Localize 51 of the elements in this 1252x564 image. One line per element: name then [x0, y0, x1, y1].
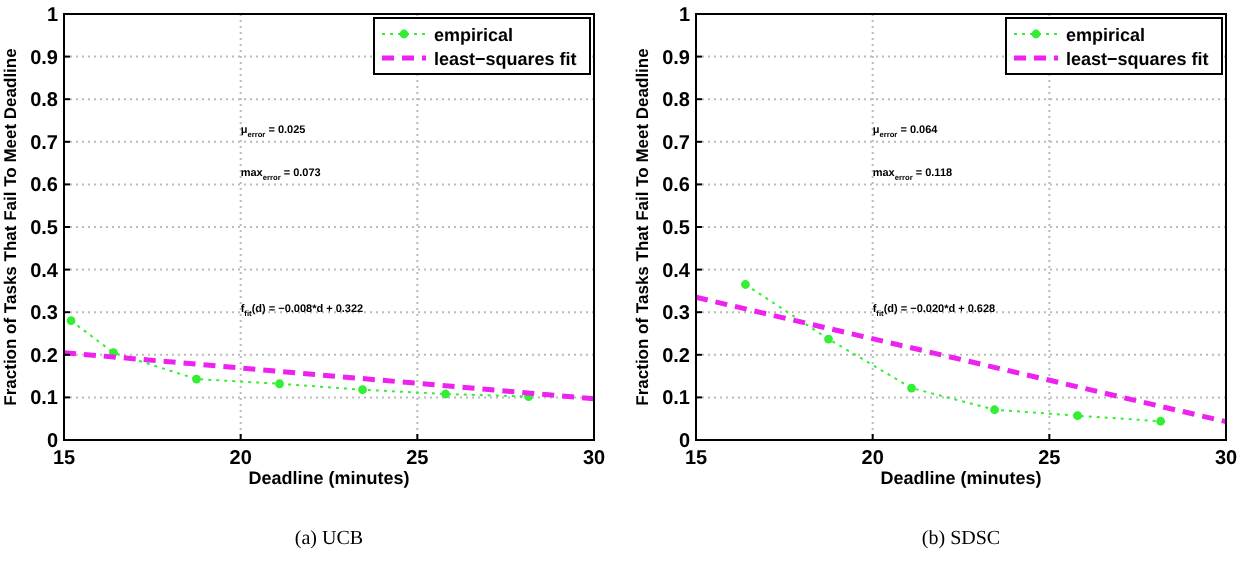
x-tick-label: 20	[861, 448, 885, 470]
point	[1156, 416, 1166, 426]
legend-label: least−squares fit	[1066, 49, 1209, 69]
y-tick-label: 0	[678, 431, 691, 453]
x-tick-label: 25	[406, 448, 430, 470]
point	[66, 316, 76, 326]
y-tick-label: 0.2	[662, 345, 691, 368]
legend-label: least−squares fit	[434, 49, 577, 69]
x-axis-title: Deadline (minutes)	[248, 468, 410, 488]
y-axis-title: Fraction of Tasks That Fail To Meet Deadline	[632, 47, 652, 406]
y-tick-label: 0.8	[30, 90, 59, 113]
y-tick-label: 0.4	[662, 260, 691, 283]
point	[741, 280, 750, 289]
point	[907, 383, 916, 393]
y-tick-label: 0	[46, 431, 59, 453]
y-tick-label: 0.9	[30, 47, 59, 70]
x-axis-title: Deadline (minutes)	[880, 468, 1042, 488]
y-tick-label: 0.3	[30, 303, 59, 326]
y-tick-label: 0.5	[662, 218, 691, 240]
point	[824, 334, 833, 344]
x-tick-label: 30	[1214, 448, 1238, 470]
y-tick-label: 1	[678, 5, 691, 27]
y-tick-label: 1	[46, 5, 59, 27]
point	[990, 405, 999, 415]
y-tick-label: 0.2	[30, 345, 59, 368]
y-tick-label: 0.5	[30, 218, 59, 240]
text: (a) UCB	[294, 528, 364, 550]
x-tick-label: 20	[229, 448, 253, 470]
y-tick-label: 0.6	[30, 175, 59, 198]
y-tick-label: 0.1	[30, 388, 59, 411]
y-tick-label: 0.1	[662, 388, 691, 411]
point	[441, 389, 450, 399]
y-tick-label: 0.3	[662, 303, 691, 326]
legend-label: empirical	[1066, 25, 1146, 45]
point	[275, 379, 284, 389]
point	[1073, 411, 1082, 421]
y-tick-label: 0.6	[662, 175, 691, 198]
point	[358, 385, 367, 395]
y-tick-label: 0.9	[662, 47, 691, 70]
y-tick-label: 0.7	[30, 132, 59, 155]
point	[192, 374, 201, 384]
x-tick-label: 15	[52, 448, 76, 470]
text: (b) SDSC	[921, 528, 1001, 550]
x-tick-label: 30	[582, 448, 606, 470]
y-axis-title: Fraction of Tasks That Fail To Meet Deadline	[0, 47, 20, 406]
y-tick-label: 0.8	[662, 90, 691, 113]
x-tick-label: 25	[1038, 448, 1062, 470]
x-tick-label: 15	[684, 448, 708, 470]
y-tick-label: 0.7	[662, 132, 691, 155]
y-tick-label: 0.4	[30, 260, 59, 283]
legend-label: empirical	[434, 25, 514, 45]
